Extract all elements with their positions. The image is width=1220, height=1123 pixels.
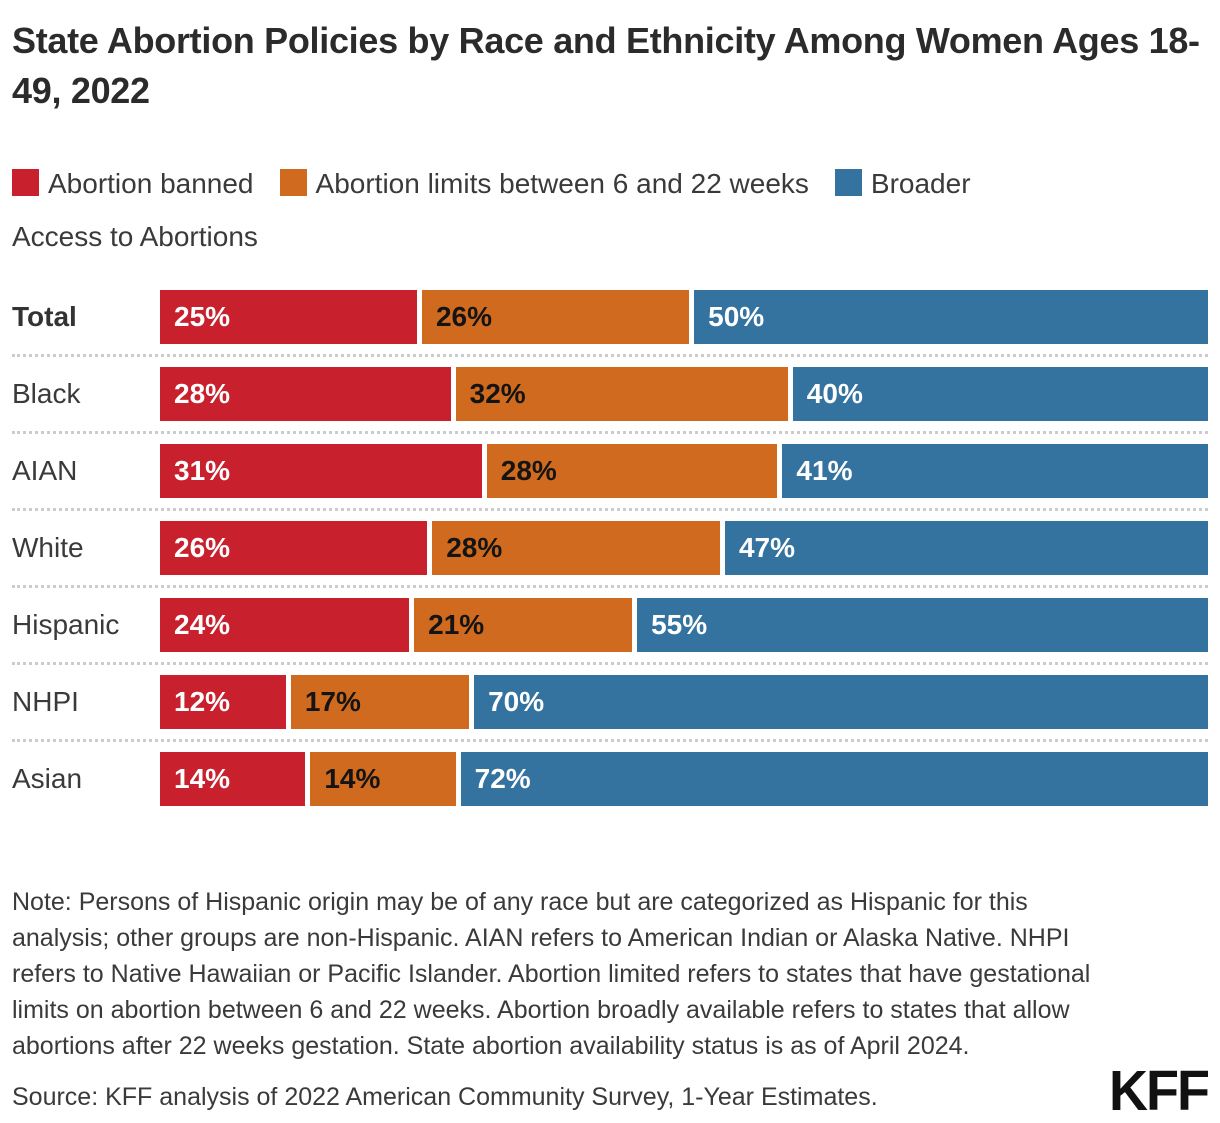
bar-segment: 26% xyxy=(160,521,428,575)
bar-value-label: 12% xyxy=(174,686,231,717)
bar-value-label: 26% xyxy=(435,301,492,332)
bar-group: 28% 32% 40% xyxy=(160,367,1208,421)
bar-segment: 14% xyxy=(160,752,306,806)
bar-group: 12% 17% 70% xyxy=(160,675,1208,729)
bar-value-label: 55% xyxy=(651,609,708,640)
row-label: Black xyxy=(12,378,81,409)
bar-segment: 17% xyxy=(290,675,470,729)
bar-value-label: 24% xyxy=(174,609,231,640)
legend-label: Abortion banned xyxy=(48,168,254,199)
bar-value-label: 17% xyxy=(304,686,361,717)
bar-segment: 41% xyxy=(782,444,1208,498)
bar-segment: 14% xyxy=(310,752,456,806)
bar-row-aian: AIAN 31% 28% 41% xyxy=(12,431,1208,508)
bar-value-label: 50% xyxy=(708,301,765,332)
bar-segment: 40% xyxy=(792,367,1208,421)
kff-logo: KFF xyxy=(1109,1059,1210,1123)
bar-segment: 12% xyxy=(160,675,286,729)
legend-swatch xyxy=(279,169,307,196)
bar-value-label: 14% xyxy=(324,763,381,794)
row-label: Total xyxy=(12,301,77,332)
bar-segment: 24% xyxy=(160,598,410,652)
page-title: State Abortion Policies by Race and Ethn… xyxy=(12,20,1200,111)
legend-item: Abortion limits between 6 and 22 weeks xyxy=(279,168,809,199)
bar-row-asian: Asian 14% 14% 72% xyxy=(12,739,1208,816)
row-label: Hispanic xyxy=(12,609,120,640)
bar-segment: 28% xyxy=(160,367,451,421)
bar-segment: 26% xyxy=(421,290,690,344)
bar-group: 25% 26% 50% xyxy=(160,290,1208,344)
bar-segment: 55% xyxy=(637,598,1209,652)
bar-row-hispanic: Hispanic 24% 21% 55% xyxy=(12,585,1209,662)
bar-segment: 47% xyxy=(724,521,1208,575)
bar-group: 26% 28% 47% xyxy=(160,521,1208,575)
bar-value-label: 47% xyxy=(738,532,796,563)
bar-group: 31% 28% 41% xyxy=(160,444,1208,498)
bar-value-label: 40% xyxy=(806,378,863,409)
legend-label: Broader xyxy=(870,168,971,199)
bar-segment: 31% xyxy=(160,444,482,498)
legend-swatch xyxy=(12,169,39,196)
bar-segment: 25% xyxy=(160,290,417,344)
bar-value-label: 32% xyxy=(469,378,526,409)
bar-segment: 28% xyxy=(432,521,720,575)
bar-row-white: White 26% 28% 47% xyxy=(12,508,1208,585)
row-label: AIAN xyxy=(12,455,78,486)
bar-value-label: 21% xyxy=(428,609,485,640)
bar-row-total: Total 25% 26% 50% xyxy=(12,280,1208,354)
bar-row-black: Black 28% 32% 40% xyxy=(12,354,1208,431)
bar-value-label: 41% xyxy=(796,455,853,486)
legend-label: Abortion limits between 6 and 22 weeks xyxy=(315,168,809,199)
bar-segment: 32% xyxy=(455,367,788,421)
row-label: NHPI xyxy=(12,686,79,717)
bar-value-label: 28% xyxy=(174,378,231,409)
bar-value-label: 72% xyxy=(474,763,531,794)
row-label: White xyxy=(12,532,84,563)
bar-value-label: 28% xyxy=(446,532,503,563)
bar-group: 24% 21% 55% xyxy=(160,598,1209,652)
legend-item: Broader xyxy=(834,168,971,199)
bar-value-label: 28% xyxy=(500,455,557,486)
bar-segment: 21% xyxy=(414,598,633,652)
bar-value-label: 26% xyxy=(174,532,231,563)
legend-item: Abortion banned xyxy=(12,168,254,199)
row-label: Asian xyxy=(12,763,83,794)
source-text: Source: KFF analysis of 2022 American Co… xyxy=(12,1083,878,1111)
bar-value-label: 70% xyxy=(488,686,545,717)
legend: Abortion banned Abortion limits between 6… xyxy=(12,156,1172,254)
bar-value-label: 25% xyxy=(174,301,231,332)
stacked-bar-chart: Total 25% 26% 50% Black 28% 32% 40% AIAN 31% 28% 41… xyxy=(12,280,1209,816)
bar-row-nhpi: NHPI 12% 17% 70% xyxy=(12,662,1208,739)
bar-segment: 28% xyxy=(486,444,778,498)
legend-row1: Abortion banned Abortion limits between 6… xyxy=(12,168,971,199)
bar-segment: 72% xyxy=(460,752,1208,806)
legend-swatch xyxy=(834,169,862,196)
bar-group: 14% 14% 72% xyxy=(160,752,1208,806)
bar-value-label: 14% xyxy=(174,763,231,794)
footer: Source: KFF analysis of 2022 American Co… xyxy=(12,1059,1210,1123)
bar-segment: 50% xyxy=(694,290,1208,344)
legend-wrapped-label: Access to Abortions xyxy=(12,221,258,252)
note-text: Note: Persons of Hispanic origin may be … xyxy=(12,888,1091,1060)
bar-segment: 70% xyxy=(474,675,1208,729)
bar-value-label: 31% xyxy=(174,455,231,486)
